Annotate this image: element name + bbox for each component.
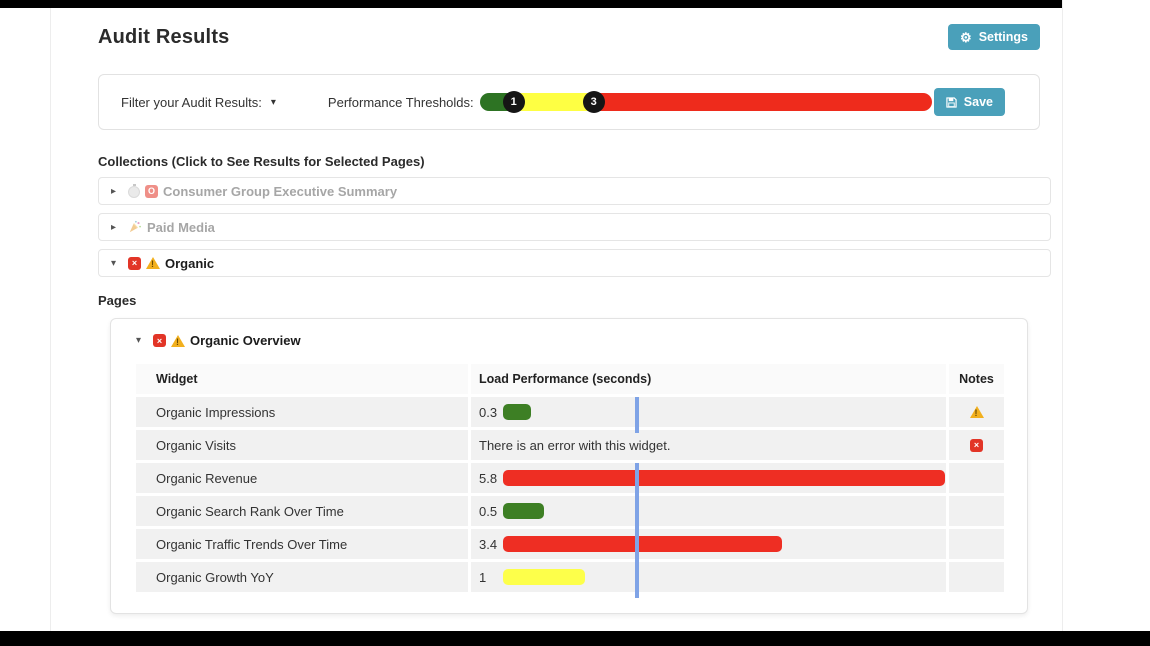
widget-name-cell: Organic Impressions <box>156 404 276 420</box>
performance-thresholds-slider[interactable]: 1 3 <box>479 91 932 113</box>
table-row: Organic Growth YoY 1 <box>136 562 1004 598</box>
load-seconds-value: 1 <box>479 569 487 585</box>
performance-bar <box>503 404 531 420</box>
gear-icon: ⚙ <box>960 29 972 45</box>
warning-icon <box>146 257 160 269</box>
table-header-row: Widget Load Performance (seconds) Notes <box>136 364 1004 397</box>
performance-bar <box>503 503 544 519</box>
performance-thresholds-label: Performance Thresholds: <box>327 94 474 110</box>
top-black-bar <box>0 0 1062 8</box>
widget-name-cell: Organic Visits <box>156 437 236 453</box>
organic-overview-header[interactable]: ▾ × Organic Overview <box>136 333 1002 348</box>
bottom-black-bar <box>0 631 1150 646</box>
settings-button[interactable]: ⚙ Settings <box>948 24 1040 50</box>
table-body: Organic Impressions 0.3 Organic Visits Ther… <box>136 397 1004 598</box>
notes-cell: × <box>946 430 1004 460</box>
page-title: Audit Results <box>98 25 230 48</box>
threshold-handle-high[interactable]: 3 <box>582 91 605 113</box>
save-button-label: Save <box>963 95 993 109</box>
threshold-marker-line <box>635 529 639 565</box>
column-header-notes: Notes <box>946 364 1004 394</box>
threshold-handle-low[interactable]: 1 <box>502 91 525 113</box>
threshold-marker-line <box>635 562 639 598</box>
performance-bar <box>503 536 782 552</box>
notes-cell <box>946 562 1004 592</box>
error-icon: × <box>970 438 983 452</box>
widget-name-cell: Organic Traffic Trends Over Time <box>156 536 348 552</box>
main-content: Audit Results ⚙ Settings Filter your Aud… <box>51 8 1062 631</box>
performance-bar <box>503 569 585 585</box>
collection-item-consumer-group[interactable]: ▸ O Consumer Group Executive Summary <box>98 177 1051 205</box>
load-seconds-value: 0.3 <box>479 404 498 420</box>
stopwatch-icon <box>128 184 140 198</box>
widget-name-cell: Organic Search Rank Over Time <box>156 503 344 519</box>
load-seconds-value: 5.8 <box>479 470 498 486</box>
table-row: Organic Revenue 5.8 <box>136 463 1004 499</box>
table-row: Organic Search Rank Over Time 0.5 <box>136 496 1004 532</box>
collection-label: Paid Media <box>147 219 215 235</box>
widget-name-cell: Organic Growth YoY <box>156 569 274 585</box>
header-row: Audit Results ⚙ Settings <box>98 24 1040 50</box>
threshold-marker-line <box>635 496 639 532</box>
column-header-performance: Load Performance (seconds) <box>468 364 946 394</box>
widget-error-message: There is an error with this widget. <box>479 437 671 453</box>
collection-label: Organic <box>165 255 215 271</box>
chevron-right-icon[interactable]: ▸ <box>111 185 117 197</box>
chevron-right-icon[interactable]: ▸ <box>111 221 117 233</box>
load-seconds-value: 3.4 <box>479 536 498 552</box>
party-popper-icon <box>128 220 142 234</box>
collections-heading: Collections (Click to See Results for Se… <box>98 154 425 169</box>
load-performance-cell: 1 <box>468 562 946 598</box>
notes-cell <box>946 496 1004 526</box>
load-performance-cell: There is an error with this widget. <box>468 430 946 460</box>
column-header-widget: Widget <box>156 372 198 386</box>
chevron-down-icon[interactable]: ▾ <box>136 335 142 346</box>
collection-item-paid-media[interactable]: ▸ Paid Media <box>98 213 1051 241</box>
chevron-down-icon[interactable]: ▾ <box>270 96 276 108</box>
error-icon: × <box>128 256 141 270</box>
save-button[interactable]: Save <box>933 88 1005 116</box>
pages-heading: Pages <box>98 293 137 308</box>
threshold-marker-line <box>635 397 639 433</box>
load-performance-cell: 5.8 <box>468 463 946 499</box>
save-icon <box>946 96 957 108</box>
organic-overview-panel: ▾ × Organic Overview Widget Load Perform… <box>110 318 1028 614</box>
widget-name-cell: Organic Revenue <box>156 470 258 486</box>
table-row: Organic Visits There is an error with thi… <box>136 430 1004 463</box>
load-performance-cell: 0.3 <box>468 397 946 433</box>
organic-overview-title: Organic Overview <box>190 333 301 348</box>
notes-cell <box>946 397 1004 427</box>
collection-label: Consumer Group Executive Summary <box>163 183 398 199</box>
table-row: Organic Traffic Trends Over Time 3.4 <box>136 529 1004 565</box>
error-icon: × <box>153 334 166 347</box>
collection-item-organic[interactable]: ▾ × Organic <box>98 249 1051 277</box>
notes-cell <box>946 529 1004 559</box>
warning-icon <box>969 406 984 418</box>
filter-bar: Filter your Audit Results: ▾ Performance… <box>98 74 1040 130</box>
left-gutter-line <box>50 8 51 631</box>
o-error-icon: O <box>145 184 158 198</box>
table-row: Organic Impressions 0.3 <box>136 397 1004 433</box>
settings-button-label: Settings <box>978 30 1028 44</box>
threshold-slider-track[interactable] <box>479 93 932 111</box>
notes-cell <box>946 463 1004 493</box>
performance-bar <box>503 470 945 486</box>
filter-results-label: Filter your Audit Results: <box>121 94 262 110</box>
chevron-down-icon[interactable]: ▾ <box>111 257 117 269</box>
right-gutter-line <box>1062 0 1063 631</box>
load-seconds-value: 0.5 <box>479 503 498 519</box>
load-performance-cell: 0.5 <box>468 496 946 532</box>
warning-icon <box>171 334 185 347</box>
threshold-marker-line <box>635 463 639 499</box>
load-performance-cell: 3.4 <box>468 529 946 565</box>
performance-table: Widget Load Performance (seconds) Notes … <box>136 364 1004 598</box>
